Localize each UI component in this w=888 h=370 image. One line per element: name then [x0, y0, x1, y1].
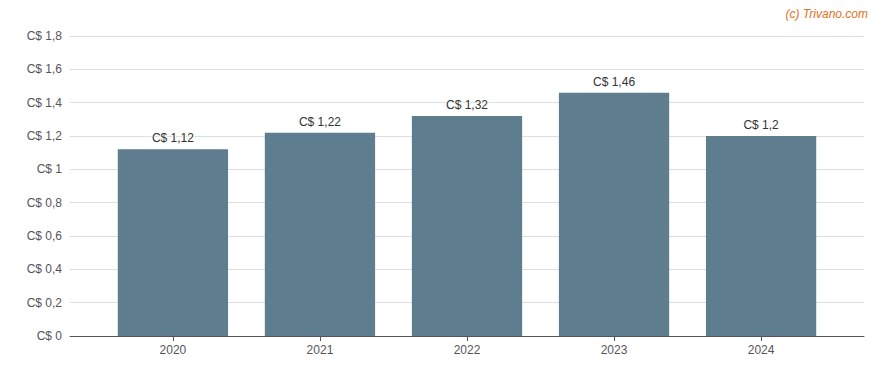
svg-text:C$ 0: C$ 0	[37, 329, 63, 343]
svg-text:(c) Trivano.com: (c) Trivano.com	[786, 7, 868, 21]
svg-text:C$ 0,2: C$ 0,2	[27, 296, 63, 310]
svg-text:C$ 1,4: C$ 1,4	[27, 96, 63, 110]
svg-text:2020: 2020	[160, 343, 187, 357]
svg-text:C$ 1,12: C$ 1,12	[152, 131, 194, 145]
svg-text:C$ 1: C$ 1	[37, 162, 63, 176]
svg-text:C$ 1,46: C$ 1,46	[593, 75, 635, 89]
svg-text:C$ 1,32: C$ 1,32	[446, 98, 488, 112]
svg-text:C$ 0,6: C$ 0,6	[27, 229, 63, 243]
svg-text:C$ 1,2: C$ 1,2	[743, 118, 779, 132]
svg-text:C$ 0,8: C$ 0,8	[27, 196, 63, 210]
svg-text:2022: 2022	[454, 343, 481, 357]
svg-text:2021: 2021	[307, 343, 334, 357]
svg-text:C$ 1,6: C$ 1,6	[27, 62, 63, 76]
svg-text:C$ 1,8: C$ 1,8	[27, 29, 63, 43]
svg-text:C$ 0,4: C$ 0,4	[27, 262, 63, 276]
svg-text:2023: 2023	[601, 343, 628, 357]
svg-text:C$ 1,2: C$ 1,2	[27, 129, 63, 143]
svg-text:2024: 2024	[748, 343, 775, 357]
svg-text:C$ 1,22: C$ 1,22	[299, 115, 341, 129]
